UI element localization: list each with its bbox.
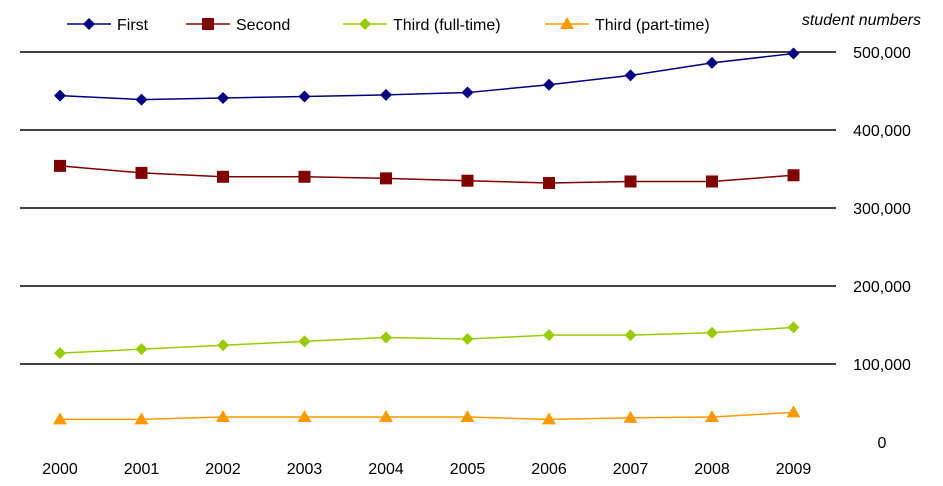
data-point [543,78,555,91]
data-point [217,170,229,183]
y-tick-label: 500,000 [853,45,911,62]
data-point [53,412,67,425]
data-point [380,88,392,101]
data-point [54,89,66,102]
data-point [543,177,555,190]
y-axis-label: student numbers [802,12,921,29]
data-point [461,86,474,99]
y-tick-label: 100,000 [853,357,911,374]
series-4 [53,405,801,425]
data-point [380,172,392,185]
x-tick-label: 2005 [450,461,486,478]
data-point [216,410,230,423]
series-line [60,411,794,421]
data-point [461,174,474,187]
x-axis-ticks: 2000 2001 2002 2003 2004 2005 2006 2007 2008 2009 [42,461,811,478]
legend-marker [202,18,214,30]
gridlines [20,51,836,365]
x-tick-label: 2009 [776,461,812,478]
series-line [59,52,794,101]
data-point [135,166,148,179]
series-line [59,326,794,354]
series-line [59,165,794,184]
y-tick-label: 200,000 [853,279,911,296]
y-tick-label: 300,000 [853,201,911,218]
legend: First Second Third (full-time) Third (part-… [67,17,710,34]
series-group [53,47,801,425]
data-point [134,412,149,425]
data-point [706,56,718,69]
data-point [787,169,800,182]
data-point [54,347,66,360]
data-point [298,335,311,348]
data-point [461,333,474,346]
legend-item: First [67,17,149,34]
data-point [705,410,719,423]
y-axis-ticks: 0 100,000 200,000 300,000 400,000 500,000 [853,45,911,452]
x-tick-label: 2007 [613,461,649,478]
data-point [543,329,555,342]
x-tick-label: 2003 [287,461,323,478]
data-point [624,329,637,342]
series-1 [54,47,800,106]
legend-label: Second [236,17,290,34]
series-2 [54,159,800,190]
data-point [624,69,637,82]
data-point [706,175,718,188]
legend-item: Second [186,17,290,34]
legend-marker [560,17,574,29]
x-tick-label: 2000 [42,461,78,478]
data-point [54,159,66,172]
data-point [298,90,311,103]
data-point [379,410,393,423]
legend-item: Third (full-time) [343,17,501,34]
x-tick-label: 2006 [531,461,567,478]
legend-label: Third (part-time) [595,17,710,34]
legend-item: Third (part-time) [545,17,710,34]
legend-label: Third (full-time) [393,17,501,34]
data-point [787,47,800,60]
data-point [217,339,229,352]
data-point [460,410,475,423]
x-tick-label: 2004 [368,461,404,478]
legend-marker [83,18,95,30]
series-3 [54,321,800,360]
data-point [623,410,638,423]
x-tick-label: 2002 [205,461,241,478]
data-point [786,405,801,418]
data-point [380,331,392,344]
x-tick-label: 2001 [124,461,160,478]
data-point [298,170,311,183]
data-point [787,321,800,334]
data-point [297,410,312,423]
data-point [624,175,637,188]
data-point [542,412,556,425]
data-point [217,92,229,105]
y-tick-label: 0 [878,435,887,452]
data-point [706,326,718,339]
data-point [135,343,148,356]
legend-marker [359,18,371,30]
legend-label: First [117,17,149,34]
x-tick-label: 2008 [694,461,730,478]
y-tick-label: 400,000 [853,123,911,140]
data-point [135,93,148,106]
